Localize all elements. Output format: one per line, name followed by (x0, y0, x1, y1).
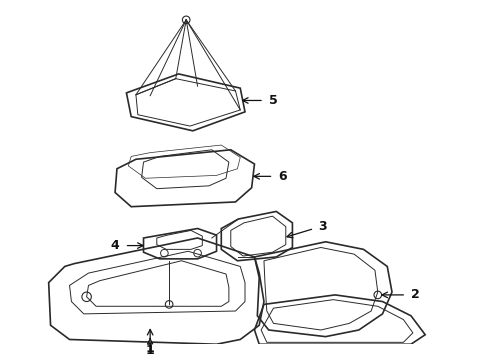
Text: 3: 3 (318, 220, 327, 233)
Text: 1: 1 (146, 338, 154, 357)
Text: 6: 6 (278, 170, 287, 183)
Text: 5: 5 (269, 94, 277, 107)
Text: 4: 4 (110, 239, 119, 252)
Text: 1: 1 (146, 342, 154, 355)
Text: 2: 2 (411, 288, 420, 301)
